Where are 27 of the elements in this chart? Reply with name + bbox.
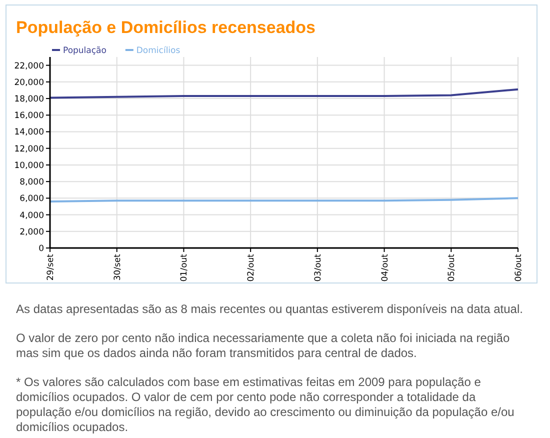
y-tick-label: 2,000 [20, 227, 44, 238]
y-tick-label: 22,000 [14, 61, 44, 72]
y-tick-label: 10,000 [14, 160, 44, 171]
y-tick-label: 12,000 [14, 144, 44, 154]
x-tick-label: 02/out [246, 253, 257, 282]
x-tick-label: 29/set [46, 253, 56, 281]
line-series [49, 88, 519, 99]
x-tick-label: 03/out [313, 253, 324, 282]
y-tick-label: 14,000 [14, 128, 44, 138]
y-tick-label: 16,000 [14, 111, 44, 122]
y-tick-label: 20,000 [14, 78, 44, 88]
y-tick-label: 18,000 [14, 94, 44, 105]
y-tick-label: 8,000 [20, 178, 44, 188]
y-tick-label: 4,000 [20, 210, 44, 221]
x-tick-label: 06/out [514, 253, 524, 282]
text: * Os valores são calculados com base em estimativas feitas em 2009 para população e domicílios ocupados. O valor de cem por cento pode não corresponder a totalidade da população e/ou domicílios na região, devido ao crescimento ou diminuição da população e/ou domicílios ocupados. [16, 375, 514, 434]
text: População [63, 46, 106, 56]
text: O valor de zero por cento não indica necessariamente que a coleta não foi iniciada na região mas sim que os dados ainda não foram transmitidos para central de dados. [16, 331, 510, 360]
x-tick-label: 04/out [380, 253, 390, 282]
y-tick-label: 6,000 [20, 194, 44, 204]
y-tick-label: 0 [38, 244, 44, 254]
chart-title: População e Domicílios recenseados [16, 18, 316, 37]
x-tick-label: 05/out [447, 253, 458, 282]
text: As datas apresentadas são as 8 mais recentes ou quantas estiverem disponíveis na data atual. [16, 302, 523, 316]
legend-label: Domicílios [136, 46, 181, 56]
x-tick-label: 30/set [112, 253, 123, 281]
x-tick-label: 01/out [180, 253, 190, 282]
